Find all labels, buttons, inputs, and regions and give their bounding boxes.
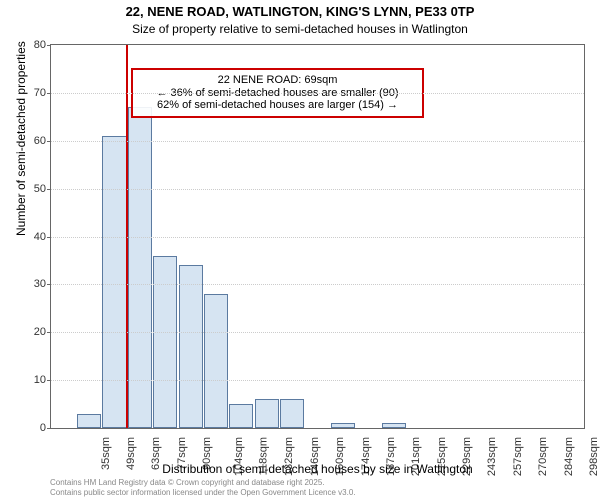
attribution-line2: Contains public sector information licen…	[50, 488, 356, 497]
bar	[382, 423, 406, 428]
bar	[229, 404, 253, 428]
y-tick: 20	[0, 326, 46, 338]
chart-title-line1: 22, NENE ROAD, WATLINGTON, KING'S LYNN, …	[0, 4, 600, 19]
bar	[153, 256, 177, 428]
y-tick: 10	[0, 374, 46, 386]
attribution-line1: Contains HM Land Registry data © Crown c…	[50, 478, 325, 487]
bar	[331, 423, 355, 428]
annotation-line1: 22 NENE ROAD: 69sqm	[139, 74, 416, 87]
annotation-line3: 62% of semi-detached houses are larger (…	[139, 99, 416, 112]
x-tick: 298sqm	[588, 437, 600, 476]
plot-area: 22 NENE ROAD: 69sqm ← 36% of semi-detach…	[50, 44, 585, 429]
y-tick: 0	[0, 422, 46, 434]
chart-root: 22, NENE ROAD, WATLINGTON, KING'S LYNN, …	[0, 0, 600, 500]
bar	[280, 399, 304, 428]
y-axis-label: Number of semi-detached properties	[14, 41, 28, 236]
y-tick: 30	[0, 278, 46, 290]
bar	[77, 414, 101, 428]
bar	[102, 136, 126, 428]
chart-title-line2: Size of property relative to semi-detach…	[0, 22, 600, 36]
bar	[204, 294, 228, 428]
x-axis-label: Distribution of semi-detached houses by …	[50, 462, 585, 476]
bar	[179, 265, 203, 428]
bar	[255, 399, 279, 428]
